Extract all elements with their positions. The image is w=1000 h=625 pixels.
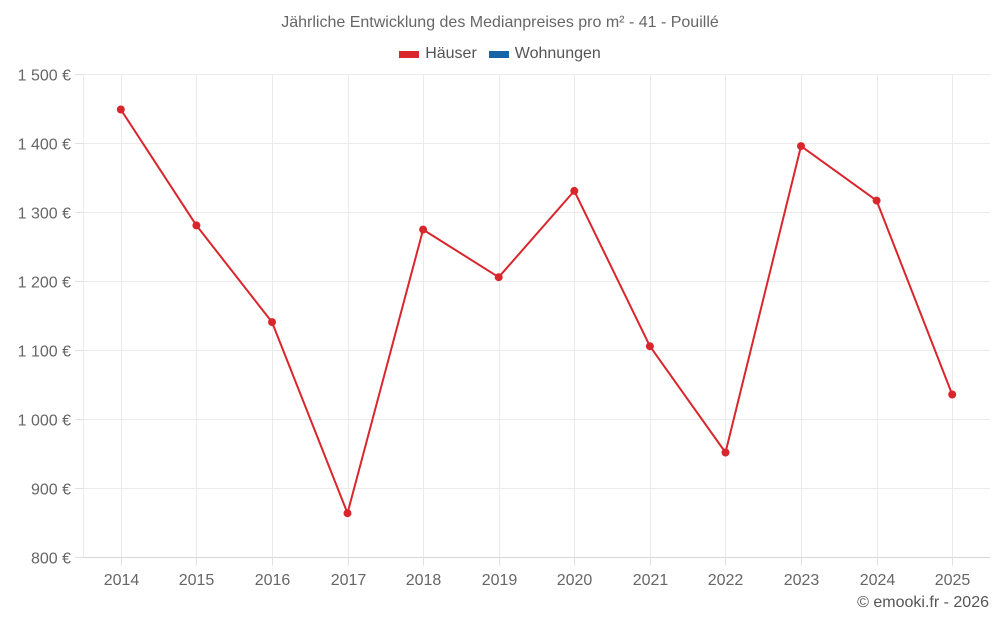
grid-lines [83,74,990,558]
data-point-marker[interactable] [721,448,730,457]
data-point-marker[interactable] [645,342,654,351]
x-tick-label: 2019 [482,572,518,589]
y-tick-label: 1 200 € [18,275,71,292]
data-point-marker[interactable] [343,509,352,518]
data-point-marker[interactable] [116,105,125,114]
x-tick-label: 2024 [860,572,896,589]
legend: Häuser Wohnungen [0,45,1000,63]
y-tick-label: 1 400 € [18,137,71,154]
x-tick-label: 2016 [255,572,291,589]
y-axis: 800 € 900 € 1 000 € 1 100 € 1 200 € 1 300 € 1 … [18,68,83,568]
legend-swatch-wohnungen-icon [488,50,509,58]
data-point-marker[interactable] [570,186,579,195]
x-tick-label: 2014 [104,572,140,589]
y-tick-label: 1 000 € [18,413,71,430]
y-tick-label: 1 100 € [18,344,71,361]
data-point-marker[interactable] [494,273,503,282]
x-tick-label: 2021 [633,572,669,589]
legend-swatch-haeuser-icon [399,50,420,58]
legend-label-haeuser: Häuser [425,45,477,62]
y-tick-label: 900 € [31,482,71,499]
legend-item-wohnungen[interactable]: Wohnungen [488,45,601,63]
y-tick-label: 800 € [31,551,71,568]
x-axis: 2014 2015 2016 2017 2018 2019 2020 2021 2022 2023… [83,557,990,589]
credit-text: © emooki.fr - 2026 [857,594,989,611]
x-tick-label: 2018 [406,572,442,589]
data-point-marker[interactable] [872,196,881,205]
data-point-marker[interactable] [948,390,957,399]
x-tick-label: 2023 [784,572,820,589]
y-tick-label: 1 300 € [18,206,71,223]
x-tick-label: 2020 [557,572,593,589]
series-line [119,108,954,515]
legend-item-haeuser[interactable]: Häuser [399,45,477,63]
y-tick-label: 1 500 € [18,68,71,85]
x-tick-label: 2015 [179,572,215,589]
series-haeuser[interactable] [116,105,957,518]
data-point-marker[interactable] [419,225,428,234]
data-point-marker[interactable] [192,221,201,230]
x-tick-label: 2022 [708,572,744,589]
legend-label-wohnungen: Wohnungen [514,45,601,62]
chart-title: Jährliche Entwicklung des Medianpreises … [281,14,719,31]
data-point-marker[interactable] [268,318,276,327]
x-tick-label: 2017 [331,572,367,589]
data-point-marker[interactable] [797,142,805,151]
x-tick-label: 2025 [935,572,971,589]
